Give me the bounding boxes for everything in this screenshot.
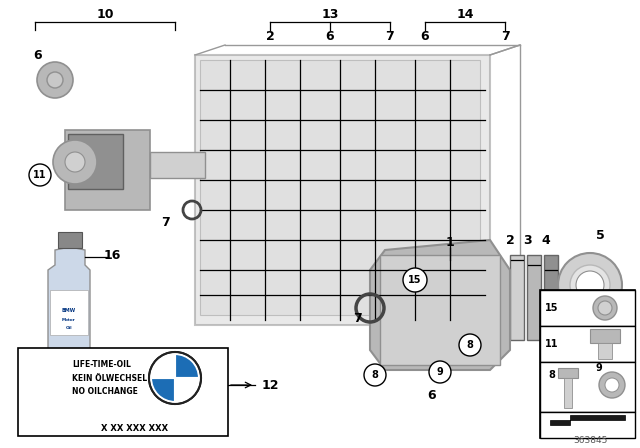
Bar: [590, 329, 620, 343]
Circle shape: [598, 301, 612, 315]
Circle shape: [459, 334, 481, 356]
Circle shape: [53, 140, 97, 184]
Wedge shape: [175, 354, 199, 378]
Bar: [50, 290, 88, 335]
Bar: [18, 348, 228, 436]
Text: 8: 8: [548, 370, 555, 380]
Bar: [195, 55, 490, 325]
Text: 3: 3: [524, 233, 532, 246]
Circle shape: [364, 364, 386, 386]
Bar: [564, 378, 572, 408]
Bar: [540, 412, 635, 438]
Bar: [380, 255, 500, 365]
Polygon shape: [544, 255, 558, 340]
Text: 11: 11: [33, 170, 47, 180]
Text: 363845: 363845: [573, 435, 607, 444]
Bar: [200, 60, 480, 315]
Text: Motor: Motor: [62, 318, 76, 322]
Text: 15: 15: [408, 275, 422, 285]
Circle shape: [65, 152, 85, 172]
Text: 4: 4: [541, 233, 550, 246]
Circle shape: [429, 361, 451, 383]
Text: 7: 7: [161, 215, 170, 228]
Bar: [540, 326, 635, 362]
Text: 6: 6: [420, 30, 429, 43]
Text: 2: 2: [266, 30, 275, 43]
Text: 7: 7: [386, 30, 394, 43]
Text: BMW: BMW: [62, 307, 76, 313]
Text: 9: 9: [436, 367, 444, 377]
Bar: [68, 134, 123, 189]
Circle shape: [576, 271, 604, 299]
Text: 10: 10: [96, 8, 114, 21]
Circle shape: [403, 268, 427, 292]
Text: 15: 15: [545, 303, 559, 313]
Text: 5: 5: [596, 228, 604, 241]
Text: 8: 8: [467, 340, 474, 350]
Text: 16: 16: [103, 249, 121, 262]
Text: 6: 6: [34, 48, 42, 61]
Wedge shape: [175, 378, 199, 402]
Text: LIFE-TIME-OIL: LIFE-TIME-OIL: [72, 360, 131, 369]
Circle shape: [37, 62, 73, 98]
Text: X XX XXX XXX: X XX XXX XXX: [101, 424, 168, 433]
Bar: [58, 232, 82, 248]
Bar: [598, 343, 612, 359]
Circle shape: [47, 72, 63, 88]
Bar: [540, 290, 635, 438]
Bar: [558, 368, 578, 378]
Text: 2: 2: [506, 233, 515, 246]
Text: 11: 11: [545, 339, 559, 349]
Circle shape: [599, 372, 625, 398]
Bar: [65, 130, 150, 210]
Circle shape: [605, 378, 619, 392]
Text: Oil: Oil: [66, 326, 72, 330]
Text: KEIN ÖLWECHSEL: KEIN ÖLWECHSEL: [72, 374, 147, 383]
Text: 8: 8: [372, 370, 378, 380]
Polygon shape: [48, 245, 90, 360]
Text: 14: 14: [456, 8, 474, 21]
Polygon shape: [527, 255, 541, 340]
Bar: [540, 362, 635, 412]
Polygon shape: [510, 255, 524, 340]
Text: 12: 12: [261, 379, 279, 392]
Text: 9: 9: [595, 363, 602, 373]
Text: NO OILCHANGE: NO OILCHANGE: [72, 387, 138, 396]
Wedge shape: [151, 378, 175, 402]
Text: 6: 6: [428, 388, 436, 401]
Text: 6: 6: [326, 30, 334, 43]
Text: 7: 7: [354, 311, 362, 324]
Circle shape: [558, 253, 622, 317]
Bar: [540, 290, 635, 326]
Circle shape: [149, 352, 201, 404]
Text: 1: 1: [445, 236, 454, 249]
Bar: [150, 152, 205, 178]
Circle shape: [570, 265, 610, 305]
Text: 7: 7: [500, 30, 509, 43]
Polygon shape: [550, 415, 625, 425]
Circle shape: [593, 296, 617, 320]
Circle shape: [29, 164, 51, 186]
Polygon shape: [370, 240, 510, 370]
Wedge shape: [151, 354, 175, 378]
Text: 13: 13: [321, 8, 339, 21]
